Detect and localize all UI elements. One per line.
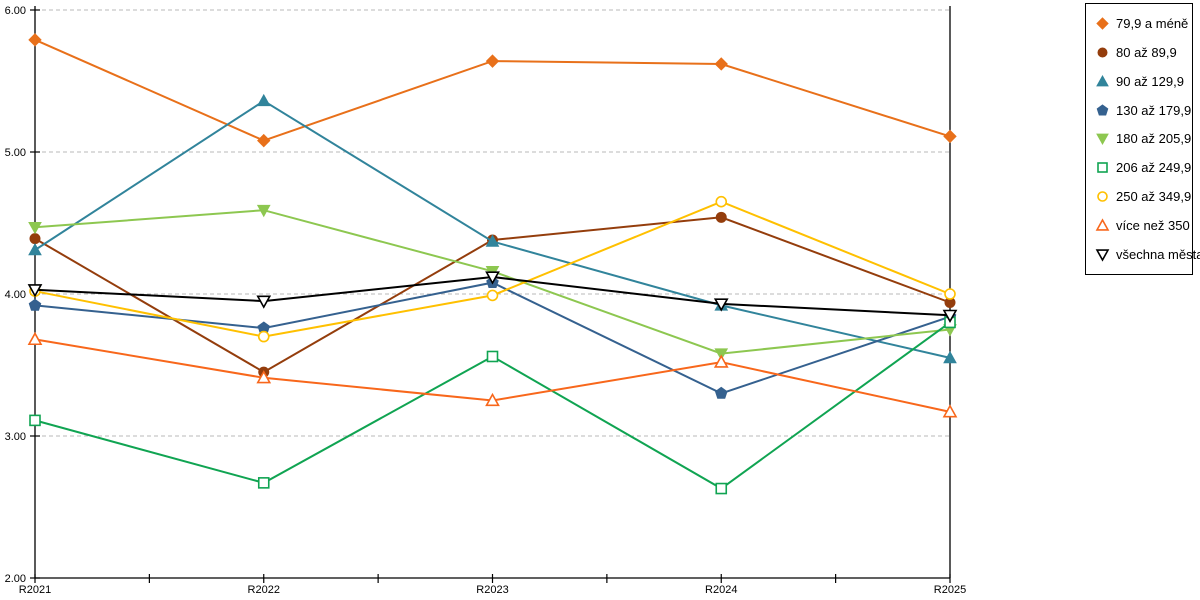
- circle-marker: [715, 195, 728, 208]
- circle-marker: [1097, 191, 1108, 202]
- y-axis-tick-label: 5.00: [5, 147, 26, 159]
- y-axis-tick-label: 4.00: [5, 289, 26, 301]
- legend-label: 180 až 205,9: [1116, 131, 1192, 147]
- x-axis-tick-label: R2025: [934, 584, 966, 596]
- triangle-down-marker: [28, 221, 42, 235]
- square-marker: [257, 477, 270, 489]
- x-axis-tick-label: R2022: [248, 584, 280, 596]
- triangle-down-marker: [942, 309, 958, 323]
- legend-item-8: všechna města: [1095, 247, 1200, 262]
- legend-label: více než 350: [1116, 218, 1190, 234]
- legend-label: 250 až 349,9: [1116, 189, 1192, 205]
- triangle-down-marker: [256, 295, 272, 309]
- pentagon-marker: [1096, 103, 1109, 116]
- diamond-marker: [28, 33, 42, 47]
- triangle-up-marker: [256, 93, 271, 107]
- legend-circle-icon: [1097, 191, 1108, 202]
- series-2: [28, 93, 957, 364]
- chart-legend: 79,9 a méně 80 až 89,9 90 až 129,9 130 až 1…: [1085, 3, 1200, 275]
- triangle-down-marker: [1096, 134, 1109, 146]
- diamond-marker: [714, 57, 728, 71]
- pentagon-marker: [28, 298, 42, 311]
- y-axis-tick-label: 2.00: [5, 573, 26, 585]
- triangle-up-marker: [256, 370, 272, 384]
- legend-label: 130 až 179,9: [1116, 102, 1192, 118]
- legend-triangle-up-icon: [1095, 218, 1110, 231]
- legend-label: 90 až 129,9: [1116, 73, 1184, 89]
- legend-diamond-icon: [1096, 17, 1109, 30]
- series-7: [27, 331, 958, 418]
- legend-label: všechna města: [1116, 246, 1200, 262]
- legend-item-5: 206 až 249,9: [1095, 160, 1192, 176]
- legend-item-6: 250 až 349,9: [1095, 189, 1192, 205]
- legend-item-2: 90 až 129,9: [1095, 74, 1190, 89]
- circle-marker: [1097, 47, 1108, 58]
- series-8: [27, 271, 958, 323]
- legend-item-7: více než 350: [1095, 218, 1190, 233]
- legend-square-icon: [1097, 162, 1108, 174]
- circle-marker: [944, 288, 956, 300]
- triangle-up-marker: [27, 331, 43, 346]
- circle-marker: [257, 330, 270, 343]
- triangle-down-marker: [485, 271, 500, 285]
- square-marker: [486, 350, 499, 363]
- triangle-down-marker: [713, 298, 729, 312]
- triangle-up-marker: [1096, 74, 1109, 87]
- square-marker: [29, 414, 41, 427]
- circle-marker: [715, 211, 727, 223]
- legend-item-1: 80 až 89,9: [1095, 45, 1190, 60]
- legend-pentagon-icon: [1096, 103, 1109, 116]
- y-axis-tick-label: 6.00: [5, 5, 26, 17]
- triangle-up-marker: [485, 234, 500, 247]
- legend-circle-icon: [1097, 47, 1108, 58]
- legend-triangle-down-icon: [1095, 249, 1110, 262]
- square-marker: [1097, 162, 1108, 174]
- legend-label: 80 až 89,9: [1116, 44, 1177, 60]
- legend-label: 206 až 249,9: [1116, 160, 1192, 176]
- legend-item-4: 180 až 205,9: [1095, 131, 1192, 147]
- triangle-down-marker: [256, 204, 271, 218]
- diamond-marker: [943, 129, 957, 144]
- series-6: [29, 195, 956, 343]
- y-axis-tick-label: 3.00: [5, 431, 26, 443]
- legend-label: 79,9 a méně: [1116, 15, 1189, 31]
- legend-triangle-up-icon: [1096, 74, 1109, 87]
- triangle-down-marker: [1095, 249, 1110, 262]
- legend-item-0: 79,9 a méně: [1095, 16, 1190, 31]
- triangle-up-marker: [28, 242, 42, 256]
- triangle-up-marker: [942, 404, 958, 418]
- triangle-up-marker: [485, 392, 500, 407]
- triangle-down-marker: [714, 348, 729, 361]
- circle-marker: [29, 233, 41, 245]
- x-axis-tick-label: R2023: [476, 584, 508, 596]
- series-0: [28, 33, 957, 148]
- triangle-up-marker: [1095, 218, 1110, 231]
- triangle-up-marker: [943, 350, 957, 364]
- diamond-marker: [1096, 17, 1109, 30]
- circle-marker: [486, 289, 499, 302]
- square-marker: [715, 482, 728, 495]
- diamond-marker: [257, 133, 271, 148]
- x-axis-tick-label: R2021: [19, 584, 51, 596]
- triangle-down-marker: [27, 284, 43, 298]
- legend-item-3: 130 až 179,9: [1095, 102, 1192, 118]
- legend-triangle-down-icon: [1096, 134, 1109, 146]
- diamond-marker: [485, 54, 500, 68]
- triangle-up-marker: [713, 354, 729, 368]
- x-axis-tick-label: R2024: [705, 584, 737, 596]
- pentagon-marker: [714, 386, 728, 399]
